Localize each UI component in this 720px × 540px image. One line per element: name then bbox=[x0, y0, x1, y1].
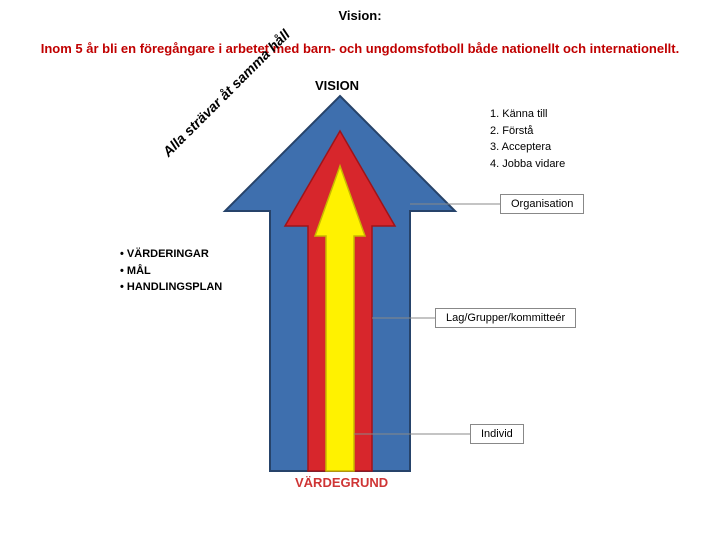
arrow-graphic bbox=[0, 66, 720, 506]
page-title: Vision: bbox=[0, 0, 720, 23]
numbered-item: 3. Acceptera bbox=[490, 139, 565, 156]
bottom-label-vardegrund: VÄRDEGRUND bbox=[295, 475, 388, 490]
label-box-organisation: Organisation bbox=[500, 194, 584, 214]
label-box-lag: Lag/Grupper/kommitteér bbox=[435, 308, 576, 328]
bullet-list: VÄRDERINGARMÅLHANDLINGSPLAN bbox=[120, 246, 222, 296]
numbered-item: 4. Jobba vidare bbox=[490, 156, 565, 173]
top-label-vision: VISION bbox=[315, 78, 359, 93]
numbered-item: 1. Känna till bbox=[490, 106, 565, 123]
bullet-item: VÄRDERINGAR bbox=[120, 246, 222, 263]
bullet-item: HANDLINGSPLAN bbox=[120, 279, 222, 296]
numbered-item: 2. Förstå bbox=[490, 123, 565, 140]
label-box-individ: Individ bbox=[470, 424, 524, 444]
vision-diagram: VISION VÄRDEGRUND Alla strävar åt samma … bbox=[0, 66, 720, 506]
bullet-item: MÅL bbox=[120, 263, 222, 280]
page-subtitle: Inom 5 år bli en föregångare i arbetet m… bbox=[0, 41, 720, 56]
numbered-list: 1. Känna till2. Förstå3. Acceptera4. Job… bbox=[490, 106, 565, 172]
